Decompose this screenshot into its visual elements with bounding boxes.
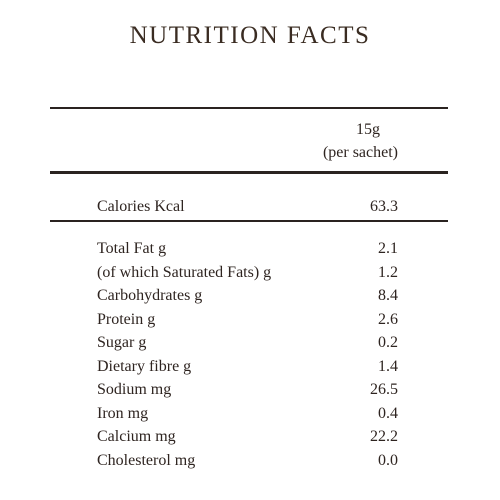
nutrient-value: 0.2 [378, 334, 398, 351]
nutrient-label: Calcium mg [97, 428, 176, 445]
nutrient-label: Total Fat g [97, 240, 167, 257]
calories-label: Calories Kcal [97, 198, 185, 215]
nutrient-value: 2.1 [378, 240, 398, 257]
nutrient-value: 22.2 [370, 428, 398, 445]
nutrient-label: Iron mg [97, 404, 149, 422]
top-rule [50, 107, 448, 109]
nutrient-value: 0.0 [378, 451, 398, 469]
nutrient-label: (of which Saturated Fats) g [97, 263, 272, 281]
thick-rule [50, 171, 448, 174]
title: NUTRITION FACTS [129, 22, 371, 49]
nutrient-value: 0.4 [378, 404, 398, 422]
nutrient-label: Cholesterol mg [97, 451, 196, 469]
nutrient-label: Protein g [97, 310, 156, 328]
nutrient-value: 8.4 [378, 287, 398, 304]
nutrient-label: Carbohydrates g [97, 287, 203, 304]
nutrient-value: 2.6 [378, 310, 398, 328]
serving-size: 15g [356, 121, 380, 138]
nutrient-value: 1.4 [378, 357, 398, 375]
nutrient-label: Sugar g [97, 334, 147, 351]
calories-value: 63.3 [370, 198, 398, 215]
nutrient-label: Sodium mg [97, 381, 172, 398]
calories-rule [50, 220, 448, 222]
nutrient-value: 1.2 [378, 263, 398, 281]
serving-unit: (per sachet) [322, 144, 398, 161]
nutrient-label: Dietary fibre g [97, 357, 192, 375]
nutrient-value: 26.5 [370, 381, 398, 398]
